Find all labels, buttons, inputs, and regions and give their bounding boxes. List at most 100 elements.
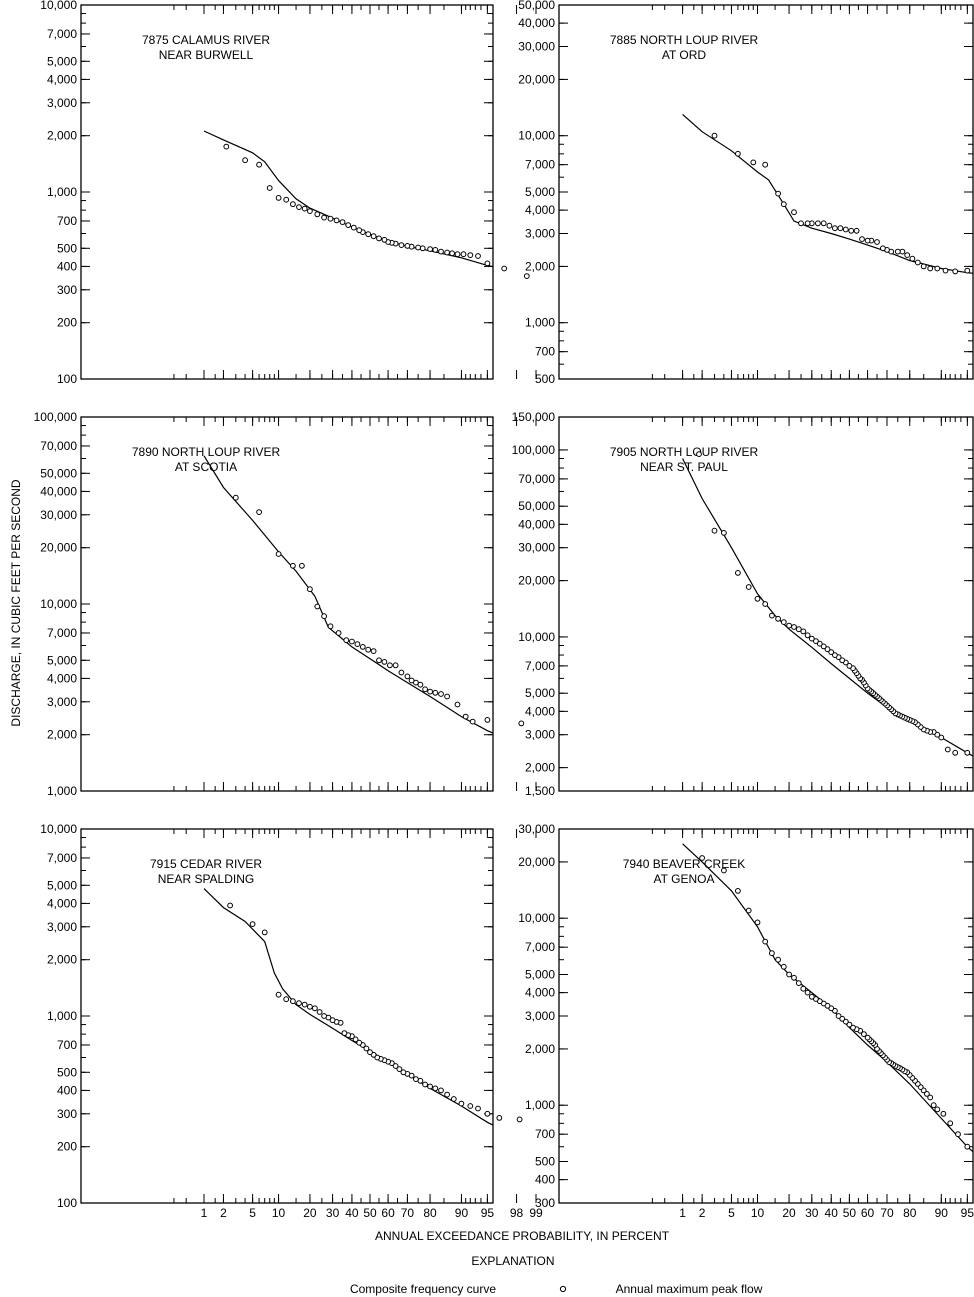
peak-flow-point	[242, 157, 249, 164]
peak-flow-point	[711, 132, 718, 139]
peak-flow-point	[952, 268, 959, 275]
peak-flow-point	[832, 652, 838, 658]
peak-flow-point	[745, 584, 752, 590]
peak-flow-point	[832, 225, 838, 232]
peak-flow-point	[387, 662, 393, 669]
panel-title-line2: AT ORD	[662, 48, 707, 62]
peak-flow-point	[795, 626, 802, 633]
panel-title-line1: 7915 CEDAR RIVER	[150, 857, 262, 871]
y-tick-label: 150,000	[512, 410, 556, 424]
peak-flow-point	[791, 209, 797, 216]
peak-flow-point	[721, 530, 727, 536]
x-tick-label: 30	[805, 1206, 819, 1220]
peak-flow-point	[432, 247, 439, 253]
peak-flow-point	[501, 265, 508, 272]
peak-flow-point	[942, 267, 949, 274]
peak-flow-point	[392, 1063, 399, 1069]
peak-flow-point	[938, 734, 945, 741]
peak-flow-point	[301, 1001, 308, 1008]
peak-flow-point	[762, 938, 769, 945]
peak-flow-point	[699, 855, 705, 861]
peak-flow-point	[469, 718, 476, 725]
peak-flow-point	[327, 215, 334, 222]
peak-flow-point	[484, 260, 491, 267]
peak-flow-point	[376, 657, 382, 664]
peak-flow-point	[800, 985, 807, 992]
y-tick-label: 3,000	[47, 695, 77, 709]
composite-frequency-curve	[203, 130, 493, 268]
x-tick-label: 50	[843, 1206, 857, 1220]
x-tick-label: 95	[961, 1206, 974, 1220]
peak-flow-point	[795, 980, 802, 986]
peak-flow-point	[791, 624, 797, 630]
peak-flow-point	[894, 248, 901, 255]
plot-frame	[80, 4, 494, 380]
legend-points-label: Annual maximum peak flow	[616, 1282, 763, 1296]
peak-flow-point	[444, 249, 451, 256]
y-tick-label: 2,000	[525, 761, 555, 775]
peak-flow-point	[266, 185, 273, 191]
y-tick-label: 10,000	[518, 911, 555, 925]
y-tick-label: 4,000	[525, 986, 555, 1000]
peak-flow-point	[824, 646, 831, 653]
y-tick-label: 10,000	[518, 630, 555, 644]
chart-panel-1: 100 200 300 400 500 700 1,000 2,000 3,000 4,000 5,…	[40, 0, 537, 386]
peak-flow-point	[955, 1131, 961, 1138]
peak-flow-point	[345, 222, 352, 229]
legend-curve-label: Composite frequency curve	[350, 1282, 496, 1296]
y-tick-label: 10,000	[518, 129, 555, 143]
peak-flow-point	[775, 956, 781, 963]
peak-flow-point	[721, 867, 727, 874]
panel-title-line1: 7890 NORTH LOUP RIVER	[132, 445, 281, 459]
peak-flow-point	[462, 713, 469, 720]
chart-panel-2: 500 700 1,000 2,000 3,000 4,000 5,000 7,000 10,0…	[518, 0, 974, 386]
y-tick-label: 3,000	[525, 1009, 555, 1023]
peak-flow-point	[874, 239, 880, 245]
y-axis-label: DISCHARGE, IN CUBIC FEET PER SECOND	[9, 479, 23, 726]
y-tick-label: 5,000	[525, 968, 555, 982]
x-tick-label: 20	[303, 1206, 317, 1220]
y-tick-label: 1,000	[525, 316, 555, 330]
chart-panel-6: 300 400 500 700 1,000 2,000 3,000 4,000 5,000 7,0…	[518, 822, 974, 1220]
composite-frequency-curve	[203, 455, 493, 734]
explanation-title: EXPLANATION	[471, 1254, 554, 1268]
y-tick-label: 100	[57, 1196, 77, 1210]
peak-flow-point	[880, 245, 886, 252]
y-tick-label: 400	[57, 1083, 77, 1097]
y-tick-label: 5,000	[525, 185, 555, 199]
y-tick-label: 7,000	[525, 659, 555, 673]
peak-flow-point	[327, 623, 334, 630]
peak-flow-point	[365, 231, 372, 238]
peak-flow-point	[899, 248, 906, 255]
panel-title-line1: 7885 NORTH LOUP RIVER	[610, 33, 759, 47]
peak-flow-point	[780, 963, 787, 970]
y-tick-label: 7,000	[47, 851, 77, 865]
peak-flow-point	[460, 251, 467, 258]
y-tick-label: 1,000	[47, 784, 77, 798]
peak-flow-point	[940, 1110, 947, 1117]
peak-flow-point	[826, 222, 833, 229]
peak-flow-point	[232, 494, 239, 501]
peak-flow-point	[329, 1017, 336, 1024]
peak-flow-point	[413, 1076, 419, 1082]
peak-flow-point	[859, 236, 865, 243]
peak-flow-point	[307, 208, 313, 215]
peak-flow-point	[750, 159, 757, 166]
peak-flow-point	[467, 252, 474, 259]
y-tick-label: 300	[57, 283, 77, 297]
plot-frame	[558, 416, 974, 792]
peak-flow-point	[400, 1069, 407, 1076]
y-tick-label: 700	[535, 345, 555, 359]
peak-flow-point	[798, 220, 804, 227]
y-tick-label: 1,000	[47, 1009, 77, 1023]
y-tick-label: 4,000	[525, 704, 555, 718]
panel-title-line2: AT GENOA	[654, 872, 715, 886]
peak-flow-point	[828, 649, 835, 655]
peak-flow-point	[454, 251, 461, 258]
peak-flow-point	[964, 267, 971, 274]
panel-title-line1: 7940 BEAVER CREEK	[623, 857, 746, 871]
peak-flow-point	[335, 630, 342, 636]
peak-flow-point	[367, 1049, 373, 1056]
peak-flow-point	[290, 998, 296, 1005]
peak-flow-point	[780, 201, 787, 208]
